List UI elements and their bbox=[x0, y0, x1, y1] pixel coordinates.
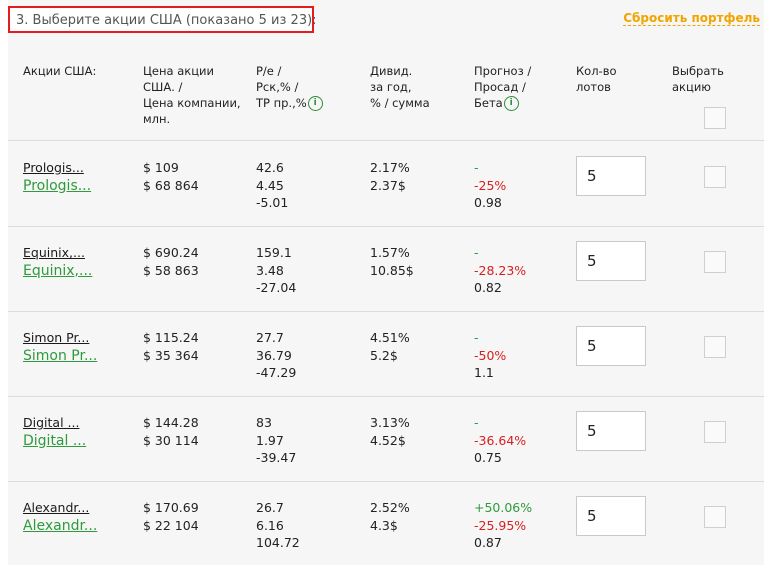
table-row: Prologis... Prologis... $ 109 $ 68 864 4… bbox=[8, 141, 764, 227]
lots-quantity-input[interactable] bbox=[576, 411, 646, 451]
header-forecast: Прогноз / Просад / Бета i bbox=[474, 64, 532, 111]
stock-name-link[interactable]: Equinix,... bbox=[23, 262, 93, 279]
section-title: 3. Выберите акции США (показано 5 из 23)… bbox=[16, 13, 317, 28]
dividend-cell: 2.52% 4.3$ bbox=[370, 500, 410, 533]
select-stock-checkbox[interactable] bbox=[704, 251, 726, 273]
table-header: Акции США: Цена акции США. / Цена компан… bbox=[8, 52, 764, 141]
table-row: Simon Pr... Simon Pr... $ 115.24 $ 35 36… bbox=[8, 311, 764, 397]
header-select: Выбрать акцию bbox=[672, 64, 724, 94]
select-all-checkbox[interactable] bbox=[704, 107, 726, 129]
stock-name-cell: Equinix,... Equinix,... bbox=[23, 244, 92, 280]
stock-name-link[interactable]: Digital ... bbox=[23, 432, 87, 449]
stock-name-cell: Prologis... Prologis... bbox=[23, 159, 91, 195]
stock-selection-panel bbox=[8, 0, 764, 565]
info-icon[interactable]: i bbox=[503, 96, 519, 111]
pe-cell: 159.1 3.48 -27.04 bbox=[256, 245, 297, 295]
forecast-cell: - -36.64% 0.75 bbox=[474, 415, 527, 465]
stock-ticker-link[interactable]: Simon Pr... bbox=[23, 330, 90, 345]
header-lots: Кол-во лотов bbox=[576, 64, 617, 94]
dividend-cell: 2.17% 2.37$ bbox=[370, 160, 410, 193]
forecast-cell: - -50% 1.1 bbox=[474, 330, 507, 380]
select-stock-checkbox[interactable] bbox=[704, 421, 726, 443]
lots-quantity-input[interactable] bbox=[576, 496, 646, 536]
lots-quantity-input[interactable] bbox=[576, 156, 646, 196]
pe-cell: 27.7 36.79 -47.29 bbox=[256, 330, 297, 380]
dividend-cell: 1.57% 10.85$ bbox=[370, 245, 414, 278]
section-title-highlight: 3. Выберите акции США (показано 5 из 23)… bbox=[8, 6, 317, 33]
stock-ticker-link[interactable]: Equinix,... bbox=[23, 245, 85, 260]
price-cell: $ 109 $ 68 864 bbox=[143, 160, 199, 193]
dividend-cell: 4.51% 5.2$ bbox=[370, 330, 410, 363]
lots-quantity-input[interactable] bbox=[576, 241, 646, 281]
forecast-cell: +50.06% -25.95% 0.87 bbox=[474, 500, 533, 550]
pe-cell: 42.6 4.45 -5.01 bbox=[256, 160, 289, 210]
price-cell: $ 115.24 $ 35 364 bbox=[143, 330, 199, 363]
lots-quantity-input[interactable] bbox=[576, 326, 646, 366]
stock-name-cell: Alexandr... Alexandr... bbox=[23, 499, 97, 535]
header-stock: Акции США: bbox=[23, 64, 97, 78]
header-price: Цена акции США. / Цена компании, млн. bbox=[143, 64, 241, 126]
table-row: Digital ... Digital ... $ 144.28 $ 30 11… bbox=[8, 396, 764, 482]
forecast-cell: - -25% 0.98 bbox=[474, 160, 507, 210]
table-row: Alexandr... Alexandr... $ 170.69 $ 22 10… bbox=[8, 481, 764, 566]
price-cell: $ 170.69 $ 22 104 bbox=[143, 500, 199, 533]
info-icon[interactable]: i bbox=[307, 96, 323, 111]
forecast-cell: - -28.23% 0.82 bbox=[474, 245, 527, 295]
pe-cell: 83 1.97 -39.47 bbox=[256, 415, 297, 465]
stock-ticker-link[interactable]: Alexandr... bbox=[23, 500, 90, 515]
dividend-cell: 3.13% 4.52$ bbox=[370, 415, 410, 448]
select-stock-checkbox[interactable] bbox=[704, 336, 726, 358]
price-cell: $ 690.24 $ 58 863 bbox=[143, 245, 199, 278]
stock-name-cell: Simon Pr... Simon Pr... bbox=[23, 329, 97, 365]
stock-name-link[interactable]: Alexandr... bbox=[23, 517, 98, 534]
select-stock-checkbox[interactable] bbox=[704, 506, 726, 528]
table-row: Equinix,... Equinix,... $ 690.24 $ 58 86… bbox=[8, 226, 764, 312]
pe-cell: 26.7 6.16 104.72 bbox=[256, 500, 300, 550]
stock-ticker-link[interactable]: Prologis... bbox=[23, 160, 84, 175]
stock-name-link[interactable]: Prologis... bbox=[23, 177, 92, 194]
stock-name-link[interactable]: Simon Pr... bbox=[23, 347, 98, 364]
reset-portfolio-link[interactable]: Сбросить портфель bbox=[623, 11, 760, 26]
header-pe: P/e / Pск,% / TP пр.,% i bbox=[256, 63, 323, 111]
select-stock-checkbox[interactable] bbox=[704, 166, 726, 188]
stock-name-cell: Digital ... Digital ... bbox=[23, 414, 86, 450]
price-cell: $ 144.28 $ 30 114 bbox=[143, 415, 199, 448]
header-dividend: Дивид. за год, % / сумма bbox=[370, 64, 430, 110]
stock-ticker-link[interactable]: Digital ... bbox=[23, 415, 80, 430]
